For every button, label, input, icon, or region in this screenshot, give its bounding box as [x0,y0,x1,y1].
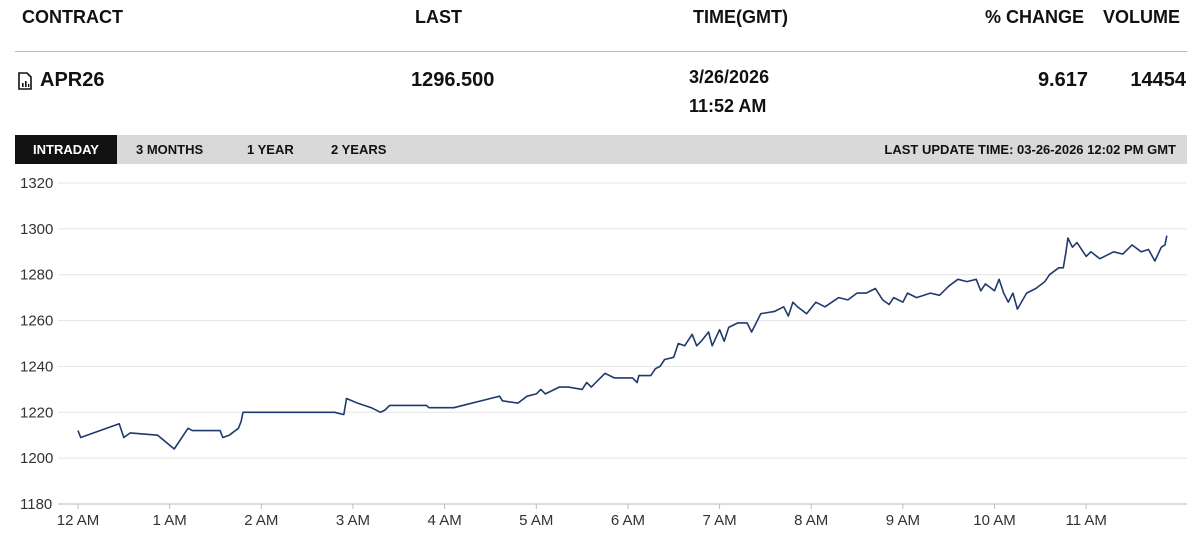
percent-change: 9.617 [1037,69,1088,91]
x-tick-label: 3 AM [336,512,370,529]
column-header: CONTRACT [22,7,123,27]
column-header: VOLUME [1102,7,1180,27]
divider [15,51,1187,52]
x-tick-label: 6 AM [611,512,645,529]
tab[interactable]: 3 MONTHS [136,142,204,157]
last-update: LAST UPDATE TIME: 03-26-2026 12:02 PM GM… [884,142,1176,157]
tab[interactable]: 1 YEAR [247,142,294,157]
volume: 14454 [1130,69,1186,91]
trade-time: 11:52 AM [689,96,767,116]
x-tick-label: 2 AM [244,512,278,529]
column-header: TIME(GMT) [693,7,788,27]
column-header: LAST [415,7,462,27]
y-tick-label: 1300 [20,221,53,238]
x-tick-label: 11 AM [1065,512,1106,529]
column-header: % CHANGE [984,7,1084,27]
x-tick-label: 9 AM [886,512,920,529]
x-tick-label: 1 AM [153,512,187,529]
trade-date: 3/26/2026 [689,67,770,87]
y-tick-label: 1180 [20,496,52,513]
x-tick-label: 5 AM [519,512,553,529]
y-tick-label: 1240 [20,358,53,375]
x-tick-label: 8 AM [794,512,828,529]
tab[interactable]: 2 YEARS [331,142,387,157]
y-tick-label: 1320 [20,175,53,192]
y-tick-label: 1260 [20,313,53,330]
y-tick-label: 1280 [20,267,53,284]
x-tick-label: 4 AM [428,512,462,529]
chart: 1180 1200 1220 1240 1260 1280 1300 1320 12 AM 1 A… [20,175,1187,529]
x-tick-label: 12 AM [57,512,100,529]
y-tick-label: 1220 [20,404,53,421]
x-tick-label: 7 AM [702,512,736,529]
contract-icon [18,72,32,90]
last-price: 1296.500 [411,69,495,91]
x-tick-label: 10 AM [973,512,1016,529]
tab-active[interactable]: INTRADAY [15,135,117,164]
tab-bar [15,135,1187,164]
price-line [77,235,1168,450]
contract-name: APR26 [40,69,105,91]
y-tick-label: 1200 [20,450,53,467]
